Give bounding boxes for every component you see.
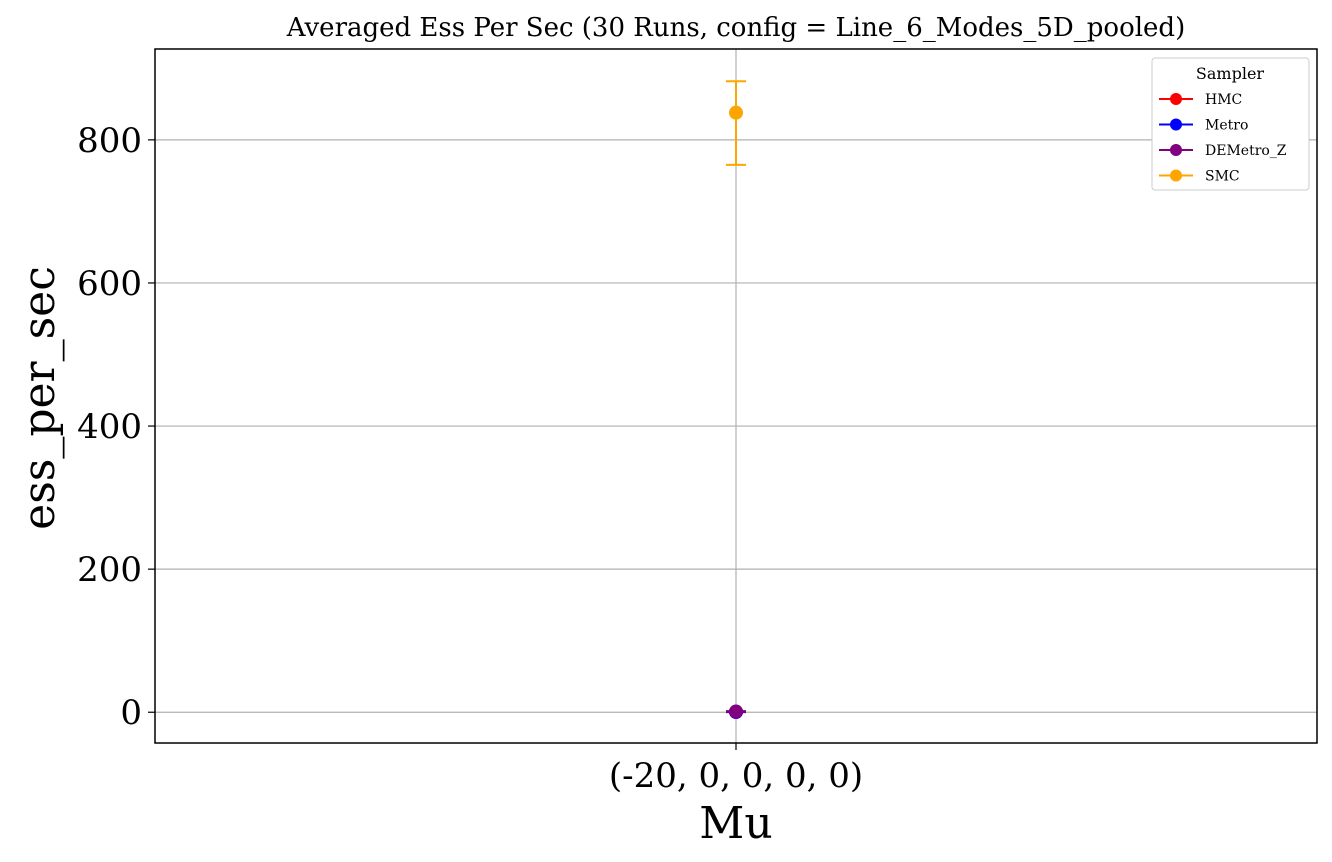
legend-marker (1170, 144, 1182, 156)
legend-entries: HMC Metro DEMetro_Z SMC (1159, 92, 1287, 185)
y-tick-label: 600 (77, 264, 142, 304)
y-tick-label: 200 (77, 550, 142, 590)
y-tick-label: 0 (120, 693, 142, 733)
legend-marker (1170, 118, 1182, 131)
legend-label: SMC (1205, 169, 1240, 185)
y-tick-label: 800 (77, 121, 142, 161)
legend-title: Sampler (1196, 64, 1265, 83)
data-point (729, 105, 743, 120)
legend-label: HMC (1205, 92, 1242, 108)
axis-ticks: 0 200 400 600 800 (-20, 0, 0, 0, 0) (77, 121, 863, 796)
legend-entry: DEMetro_Z (1159, 143, 1287, 159)
series-demetro-z (726, 704, 746, 719)
legend-box (1151, 57, 1310, 191)
y-axis-label: ess_per_sec (14, 266, 65, 530)
data-point (729, 704, 743, 719)
y-tick-label: 400 (77, 407, 142, 447)
legend-marker (1170, 93, 1182, 105)
series-smc (726, 80, 746, 166)
legend: Sampler HMC Metro DEMetro_Z SMC (1151, 57, 1310, 191)
x-tick-label: (-20, 0, 0, 0, 0) (609, 756, 863, 796)
x-axis-label: Mu (699, 798, 772, 849)
chart-title: Averaged Ess Per Sec (30 Runs, config = … (286, 13, 1185, 43)
legend-entry: HMC (1159, 92, 1242, 108)
legend-marker (1170, 169, 1182, 182)
plot-frame (154, 48, 1318, 744)
legend-entry: SMC (1159, 169, 1240, 185)
data-series (726, 80, 746, 720)
legend-label: Metro (1205, 118, 1248, 134)
legend-entry: Metro (1159, 118, 1248, 134)
legend-label: DEMetro_Z (1205, 143, 1287, 159)
